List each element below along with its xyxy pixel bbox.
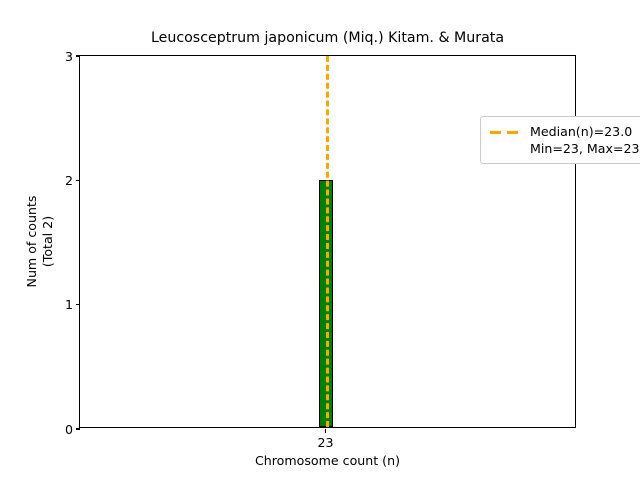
y-axis-label: Num of counts (Total 2) xyxy=(24,55,55,428)
y-tick-label: 3 xyxy=(64,48,73,64)
legend-label-minmax: Min=23, Max=23 xyxy=(530,141,640,156)
y-tick-label: 2 xyxy=(64,172,73,188)
legend-entry-minmax: Min=23, Max=23 xyxy=(489,140,640,157)
y-tick-mark xyxy=(76,179,80,181)
y-tick-mark xyxy=(76,304,80,306)
x-tick-label: 23 xyxy=(317,435,334,450)
legend-label-median: Median(n)=23.0 xyxy=(530,124,633,139)
chart-title: Leucosceptrum japonicum (Miq.) Kitam. & … xyxy=(150,30,505,46)
legend-entry-median: Median(n)=23.0 xyxy=(489,123,640,140)
median-line xyxy=(325,56,329,427)
y-axis-label-line1: Num of counts xyxy=(24,195,39,288)
y-axis-label-line2: (Total 2) xyxy=(40,215,55,268)
x-axis-label: Chromosome count (n) xyxy=(255,453,400,468)
y-tick-mark xyxy=(76,55,80,57)
y-tick-mark xyxy=(76,428,80,430)
dashed-line-icon xyxy=(489,123,523,140)
y-tick-label: 0 xyxy=(64,421,73,437)
x-tick-mark xyxy=(324,429,327,433)
plot-area: 0 1 2 3 23 Median(n)=23.0 xyxy=(65,49,640,450)
y-tick-label: 1 xyxy=(64,297,73,313)
legend: Median(n)=23.0 Min=23, Max=23 xyxy=(480,116,640,164)
plot-inner xyxy=(80,56,575,427)
